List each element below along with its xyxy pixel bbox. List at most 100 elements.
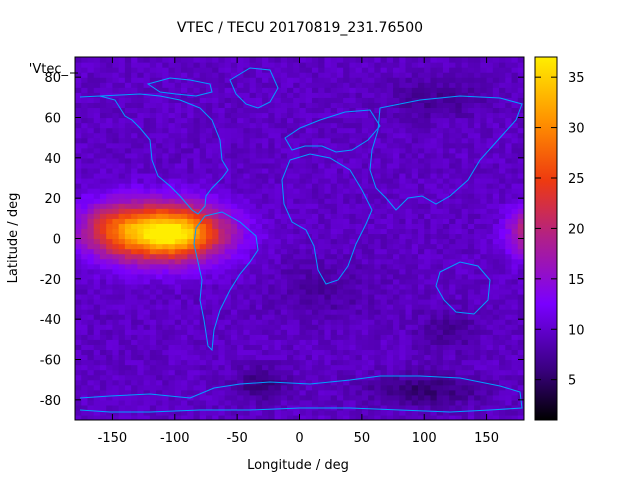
- heatmap-cell: [156, 213, 163, 219]
- heatmap-cell: [118, 172, 126, 179]
- heatmap-cell: [212, 178, 220, 184]
- heatmap-cell: [517, 142, 524, 149]
- heatmap-cell: [280, 409, 288, 416]
- heatmap-cell: [112, 193, 120, 199]
- heatmap-cell: [411, 178, 419, 184]
- heatmap-cell: [311, 152, 319, 159]
- heatmap-cell: [262, 82, 269, 88]
- heatmap-cell: [143, 329, 151, 335]
- heatmap-cell: [486, 82, 494, 88]
- heatmap-cell: [118, 233, 126, 240]
- heatmap-cell: [511, 172, 519, 179]
- heatmap-cell: [81, 329, 89, 335]
- heatmap-cell: [137, 77, 145, 83]
- heatmap-cell: [118, 329, 126, 335]
- heatmap-cell: [461, 278, 469, 285]
- heatmap-cell: [193, 324, 201, 330]
- heatmap-cell: [480, 329, 488, 335]
- heatmap-cell: [386, 228, 394, 235]
- heatmap-cell: [199, 72, 207, 78]
- heatmap-cell: [499, 258, 506, 265]
- heatmap-cell: [174, 409, 182, 416]
- heatmap-cell: [424, 218, 432, 224]
- heatmap-cell: [156, 369, 163, 376]
- heatmap-cell: [511, 97, 519, 103]
- heatmap-cell: [81, 379, 89, 386]
- heatmap-cell: [293, 394, 301, 401]
- heatmap-cell: [336, 92, 344, 98]
- heatmap-cell: [218, 112, 226, 119]
- heatmap-cell: [149, 203, 157, 209]
- heatmap-cell: [106, 288, 114, 295]
- heatmap-cell: [249, 404, 257, 411]
- heatmap-cell: [417, 72, 425, 78]
- heatmap-cell: [361, 248, 369, 255]
- heatmap-cell: [162, 213, 170, 219]
- heatmap-cell: [81, 107, 89, 114]
- heatmap-cell: [124, 178, 132, 184]
- heatmap-cell: [517, 117, 524, 124]
- heatmap-cell: [393, 72, 400, 78]
- heatmap-cell: [361, 278, 369, 285]
- heatmap-cell: [405, 339, 413, 345]
- heatmap-cell: [336, 314, 344, 320]
- heatmap-cell: [361, 97, 369, 103]
- heatmap-cell: [112, 132, 120, 139]
- heatmap-cell: [149, 112, 157, 119]
- heatmap-cell: [449, 278, 457, 285]
- heatmap-cell: [343, 92, 350, 98]
- heatmap-cell: [205, 72, 213, 78]
- heatmap-cell: [199, 137, 207, 144]
- heatmap-cell: [380, 107, 388, 114]
- heatmap-cell: [474, 92, 481, 98]
- heatmap-cell: [224, 334, 232, 340]
- heatmap-cell: [349, 364, 357, 371]
- heatmap-cell: [131, 87, 138, 93]
- heatmap-cell: [336, 167, 344, 174]
- heatmap-cell: [380, 117, 388, 124]
- heatmap-cell: [243, 188, 251, 194]
- heatmap-cell: [330, 379, 338, 386]
- heatmap-cell: [99, 248, 107, 255]
- heatmap-cell: [124, 107, 132, 114]
- heatmap-cell: [193, 369, 201, 376]
- heatmap-cell: [99, 384, 107, 391]
- heatmap-cell: [511, 203, 519, 209]
- heatmap-cell: [268, 97, 276, 103]
- heatmap-cell: [405, 344, 413, 351]
- heatmap-cell: [330, 243, 338, 250]
- heatmap-cell: [517, 409, 524, 416]
- heatmap-cell: [386, 359, 394, 366]
- heatmap-cell: [386, 97, 394, 103]
- heatmap-cell: [461, 172, 469, 179]
- heatmap-cell: [436, 394, 444, 401]
- heatmap-cell: [299, 102, 307, 109]
- heatmap-cell: [112, 243, 120, 250]
- heatmap-cell: [287, 394, 294, 401]
- heatmap-cell: [230, 283, 238, 290]
- heatmap-cell: [181, 213, 188, 219]
- heatmap-cell: [349, 97, 357, 103]
- heatmap-cell: [436, 288, 444, 295]
- heatmap-cell: [417, 273, 425, 280]
- heatmap-cell: [280, 334, 288, 340]
- heatmap-cell: [318, 243, 326, 250]
- heatmap-cell: [212, 203, 220, 209]
- heatmap-cell: [368, 223, 375, 230]
- heatmap-cell: [517, 288, 524, 295]
- heatmap-cell: [193, 137, 201, 144]
- heatmap-cell: [424, 117, 432, 124]
- heatmap-cell: [399, 364, 407, 371]
- heatmap-cell: [87, 213, 95, 219]
- heatmap-cell: [393, 314, 400, 320]
- heatmap-cell: [274, 162, 282, 169]
- heatmap-cell: [499, 404, 506, 411]
- heatmap-cell: [262, 132, 269, 139]
- heatmap-cell: [330, 213, 338, 219]
- heatmap-cell: [249, 132, 257, 139]
- heatmap-cell: [449, 253, 457, 260]
- heatmap-cell: [386, 193, 394, 199]
- heatmap-cell: [417, 228, 425, 235]
- heatmap-cell: [411, 399, 419, 406]
- heatmap-cell: [449, 243, 457, 250]
